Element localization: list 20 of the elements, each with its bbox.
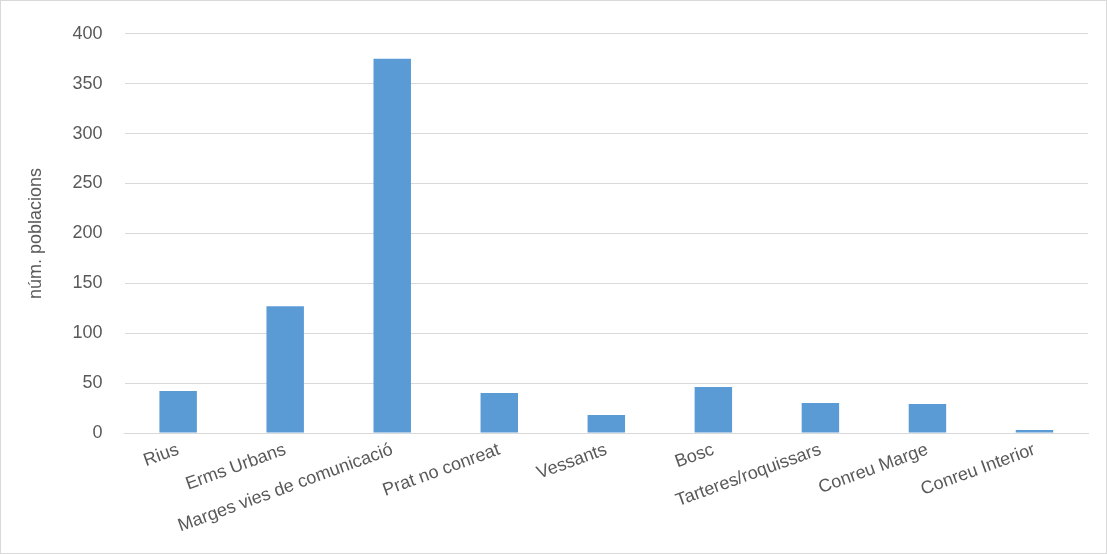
y-tick-label: 250: [72, 172, 103, 193]
y-tick-label: 200: [72, 222, 103, 243]
y-tick-label: 100: [72, 322, 103, 343]
bar: [266, 306, 304, 433]
bar: [587, 415, 626, 433]
bar: [694, 387, 733, 433]
y-tick-label: 150: [72, 272, 103, 293]
y-tick-label: 0: [92, 422, 103, 442]
y-axis-title: núm. poblacions: [24, 167, 45, 299]
bar: [373, 58, 411, 433]
bar: [801, 403, 840, 433]
y-tick-label: 50: [82, 372, 103, 393]
y-tick-label: 400: [72, 22, 103, 43]
bar: [1015, 430, 1054, 433]
y-tick-label: 300: [72, 122, 103, 143]
bar: [480, 393, 519, 433]
bar: [908, 404, 947, 433]
x-tick-label: Rius: [140, 438, 182, 470]
y-tick-label: 350: [72, 72, 103, 93]
bar: [159, 391, 197, 433]
